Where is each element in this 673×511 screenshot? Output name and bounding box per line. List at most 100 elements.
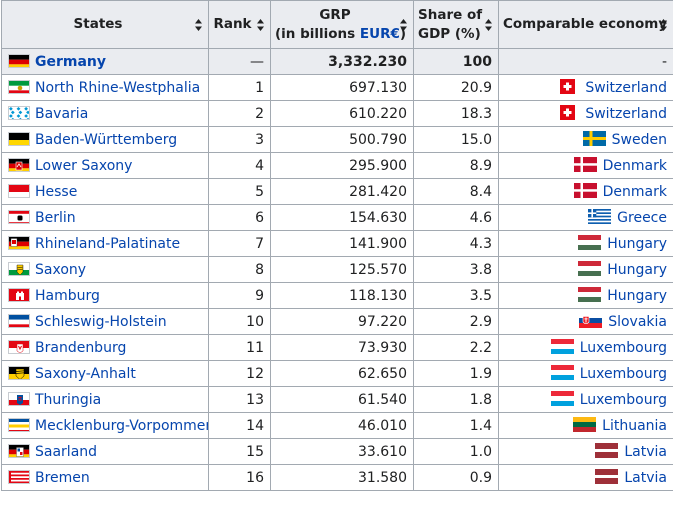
table-row: Lower Saxony 4 295.900 8.9 Denmark — [1, 152, 673, 179]
denmark-flag-icon — [573, 183, 597, 198]
column-header-grp[interactable]: GRP (in billions EUR€) — [270, 0, 414, 49]
state-link[interactable]: Berlin — [35, 209, 76, 226]
header-grp-line1: GRP — [319, 6, 351, 23]
rank-cell: 9 — [208, 282, 271, 309]
column-header-share[interactable]: Share of GDP (%) — [413, 0, 499, 49]
nrw-flag-icon — [8, 79, 30, 94]
grp-cell: 46.010 — [270, 412, 414, 439]
table-row: Saxony 8 125.570 3.8 Hungary — [1, 256, 673, 283]
share-cell: 0.9 — [413, 464, 499, 491]
comparable-economy-link[interactable]: Lithuania — [602, 418, 667, 434]
comparable-cell: Sweden — [498, 126, 673, 153]
sort-icon[interactable] — [194, 18, 203, 32]
state-link[interactable]: Schleswig-Holstein — [35, 313, 167, 330]
state-link[interactable]: Baden-Württemberg — [35, 131, 178, 148]
comparable-economy-link[interactable]: Hungary — [607, 262, 667, 278]
slovakia-flag-icon — [579, 313, 603, 328]
latvia-flag-icon — [595, 469, 619, 484]
comparable-economy-link[interactable]: Luxembourg — [579, 366, 667, 382]
comparable-cell: Luxembourg — [498, 386, 673, 413]
comparable-economy-link[interactable]: Greece — [617, 210, 667, 226]
berlin-flag-icon — [8, 209, 30, 224]
table-row: Hamburg 9 118.130 3.5 Hungary — [1, 282, 673, 309]
mecklenburg-vorpommern-flag-icon — [8, 417, 30, 432]
share-cell: 8.9 — [413, 152, 499, 179]
table-row: Brandenburg 11 73.930 2.2 Luxembourg — [1, 334, 673, 361]
saxony-anhalt-flag-icon — [8, 365, 30, 380]
state-cell: Bremen — [1, 464, 209, 491]
lower-saxony-flag-icon — [8, 157, 30, 172]
state-link[interactable]: Rhineland-Palatinate — [35, 235, 181, 252]
rank-cell: 3 — [208, 126, 271, 153]
grp-cell: 118.130 — [270, 282, 414, 309]
share-cell: 1.9 — [413, 360, 499, 387]
header-states-label: States — [73, 16, 123, 32]
state-link[interactable]: Mecklenburg-Vorpommern — [35, 417, 209, 434]
comparable-economy-link[interactable]: Luxembourg — [579, 340, 667, 356]
luxembourg-flag-icon — [550, 391, 574, 406]
comparable-cell: Luxembourg — [498, 334, 673, 361]
state-cell: Hesse — [1, 178, 209, 205]
state-link[interactable]: Thuringia — [35, 391, 102, 408]
switzerland-flag-icon — [556, 105, 579, 120]
luxembourg-flag-icon — [550, 365, 574, 380]
comparable-economy-link[interactable]: Denmark — [602, 158, 667, 174]
sort-icon[interactable] — [399, 18, 408, 32]
rank-cell: 7 — [208, 230, 271, 257]
table-row: Thuringia 13 61.540 1.8 Luxembourg — [1, 386, 673, 413]
schleswig-holstein-flag-icon — [8, 313, 30, 328]
table-row: Schleswig-Holstein 10 97.220 2.9 Slovakia — [1, 308, 673, 335]
saxony-flag-icon — [8, 261, 30, 276]
comparable-economy-link[interactable]: Denmark — [602, 184, 667, 200]
sort-icon[interactable] — [256, 18, 265, 32]
state-link[interactable]: Bavaria — [35, 105, 89, 122]
sort-icon[interactable] — [484, 18, 493, 32]
rank-cell: 10 — [208, 308, 271, 335]
column-header-states[interactable]: States — [1, 0, 209, 49]
comparable-cell: - — [498, 48, 673, 75]
eur-link[interactable]: EUR€ — [359, 25, 400, 42]
state-link[interactable]: North Rhine-Westphalia — [35, 79, 201, 96]
state-cell: Saarland — [1, 438, 209, 465]
comparable-cell: Latvia — [498, 464, 673, 491]
state-link[interactable]: Lower Saxony — [35, 157, 133, 174]
sort-icon[interactable] — [659, 18, 668, 32]
column-header-comparable[interactable]: Comparable economy — [498, 0, 673, 49]
header-grp-prefix: (in billions — [275, 25, 360, 42]
state-cell: North Rhine-Westphalia — [1, 74, 209, 101]
comparable-economy-link[interactable]: Latvia — [624, 444, 667, 460]
table-row: Rhineland-Palatinate 7 141.900 4.3 Hungary — [1, 230, 673, 257]
comparable-economy-link[interactable]: Switzerland — [585, 106, 667, 122]
comparable-economy-link[interactable]: Slovakia — [608, 314, 667, 330]
comparable-economy-link[interactable]: Latvia — [624, 470, 667, 486]
comparable-economy-link[interactable]: Hungary — [607, 288, 667, 304]
state-link[interactable]: Bremen — [35, 469, 90, 486]
switzerland-flag-icon — [556, 79, 579, 94]
comparable-economy-link[interactable]: Sweden — [611, 132, 667, 148]
comparable-economy-link[interactable]: Luxembourg — [579, 392, 667, 408]
grp-cell: 295.900 — [270, 152, 414, 179]
germany-link[interactable]: Germany — [35, 53, 107, 70]
comparable-cell: Hungary — [498, 256, 673, 283]
comparable-cell: Switzerland — [498, 74, 673, 101]
comparable-economy-link[interactable]: Switzerland — [585, 80, 667, 96]
hesse-flag-icon — [8, 183, 30, 198]
state-link[interactable]: Hesse — [35, 183, 78, 200]
comparable-cell: Lithuania — [498, 412, 673, 439]
state-link[interactable]: Saxony-Anhalt — [35, 365, 136, 382]
grp-cell: 31.580 — [270, 464, 414, 491]
hungary-flag-icon — [578, 287, 602, 302]
state-link[interactable]: Saxony — [35, 261, 87, 278]
table-row: Mecklenburg-Vorpommern 14 46.010 1.4 Lithuan… — [1, 412, 673, 439]
state-link[interactable]: Hamburg — [35, 287, 100, 304]
share-cell: 3.8 — [413, 256, 499, 283]
column-header-rank[interactable]: Rank — [208, 0, 271, 49]
comparable-economy-link[interactable]: Hungary — [607, 236, 667, 252]
state-link[interactable]: Saarland — [35, 443, 98, 460]
rank-cell: 2 — [208, 100, 271, 127]
state-cell: Germany — [1, 48, 209, 75]
state-link[interactable]: Brandenburg — [35, 339, 127, 356]
saarland-flag-icon — [8, 443, 30, 458]
state-cell: Lower Saxony — [1, 152, 209, 179]
state-cell: Baden-Württemberg — [1, 126, 209, 153]
